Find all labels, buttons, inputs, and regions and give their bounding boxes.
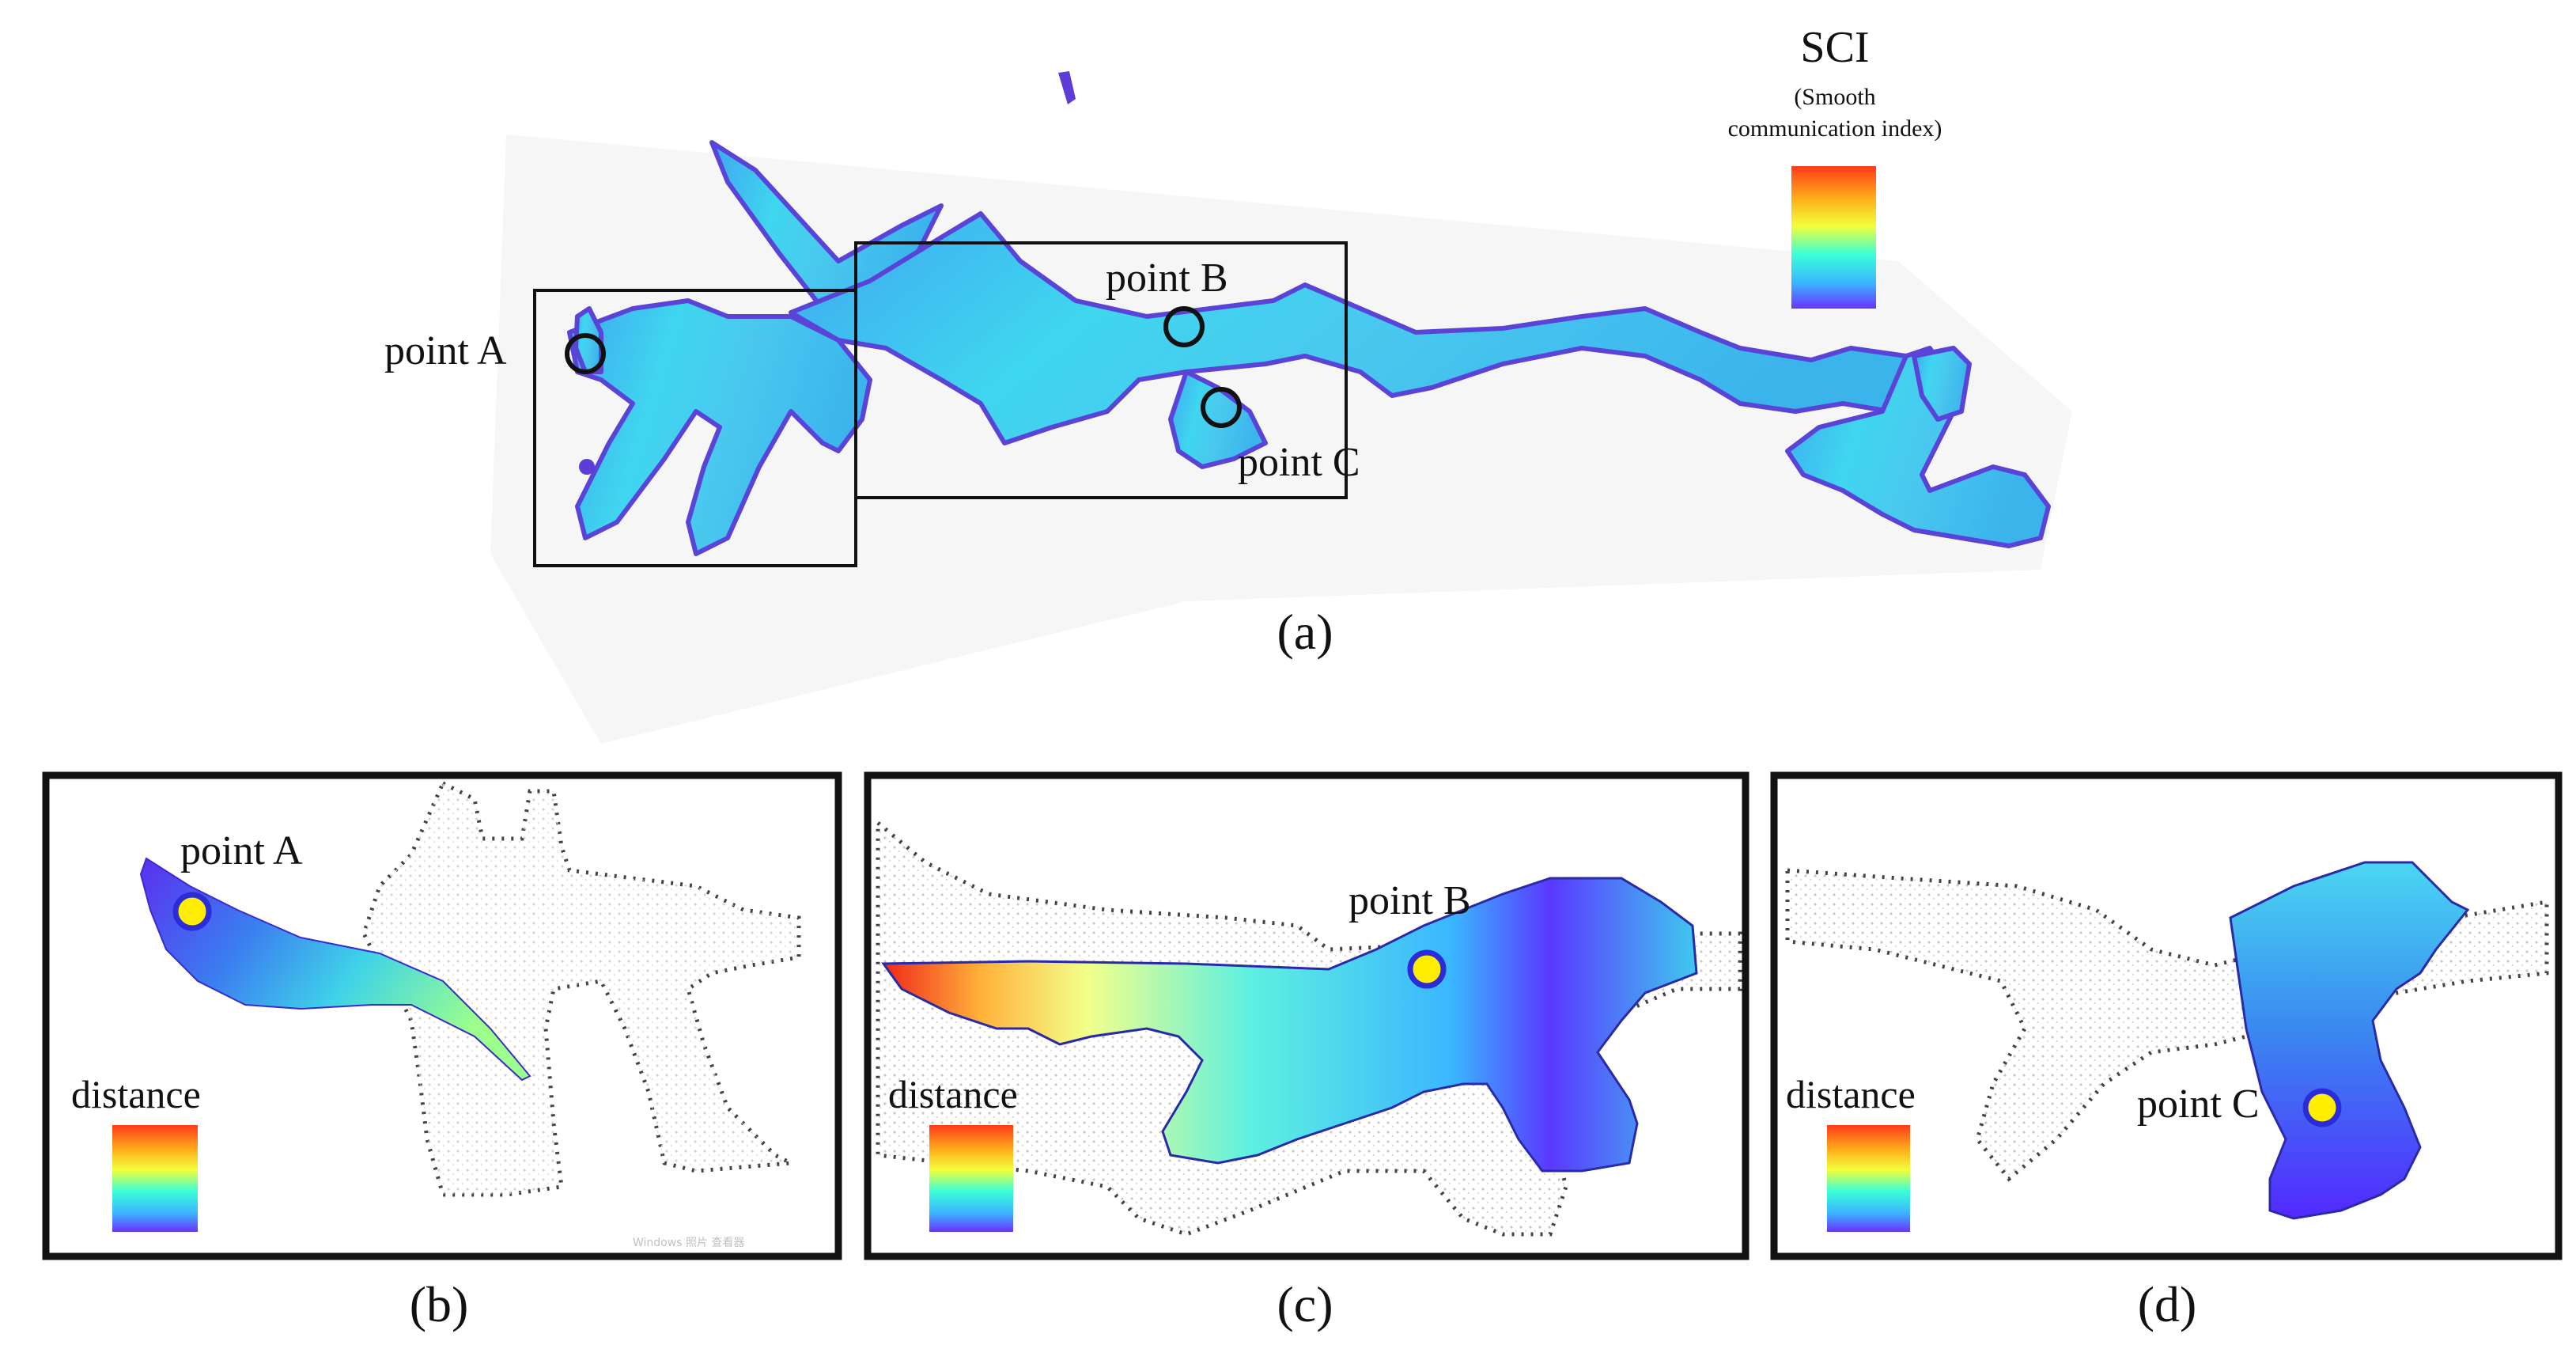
point-b-label: point B bbox=[1106, 256, 1228, 301]
sci-legend: SCI (Smooth communication index) bbox=[1728, 23, 1942, 309]
panel-b: point A distance Windows 照片 查看器 (b) bbox=[42, 771, 842, 1332]
legend-label-b: distance bbox=[71, 1072, 201, 1116]
caption-b: (b) bbox=[410, 1276, 469, 1332]
point-b-dot bbox=[1407, 949, 1447, 989]
sci-colorbar bbox=[1791, 166, 1876, 309]
point-a-label-b: point A bbox=[180, 828, 303, 873]
box-region-bc bbox=[854, 241, 1348, 499]
point-b-label-c: point B bbox=[1349, 878, 1471, 923]
cave-fragment bbox=[1058, 71, 1076, 104]
surface-d bbox=[2229, 861, 2470, 1220]
colorbar-c bbox=[929, 1125, 1013, 1232]
surface-c bbox=[881, 877, 1698, 1173]
caption-c: (c) bbox=[1277, 1276, 1333, 1332]
point-c-label: point C bbox=[1238, 440, 1360, 485]
cave-model bbox=[567, 71, 2051, 556]
point-a-marker bbox=[565, 333, 606, 374]
point-a-dot bbox=[172, 892, 212, 931]
watermark-b: Windows 照片 查看器 bbox=[633, 1237, 744, 1249]
caption-a: (a) bbox=[1277, 604, 1333, 660]
point-c-dot bbox=[2302, 1088, 2342, 1127]
point-c-marker bbox=[1201, 387, 1242, 428]
legend-label-d: distance bbox=[1786, 1072, 1916, 1116]
legend-title: SCI bbox=[1800, 23, 1869, 72]
panel-d: point C distance (d) bbox=[1770, 771, 2563, 1332]
point-c-label-d: point C bbox=[2137, 1082, 2260, 1127]
legend-subtitle-2: communication index) bbox=[1728, 116, 1942, 142]
panel-c: point B distance (c) bbox=[864, 771, 1749, 1332]
legend-label-c: distance bbox=[888, 1072, 1018, 1116]
point-a-label: point A bbox=[384, 328, 507, 373]
point-b-marker bbox=[1163, 306, 1205, 347]
caption-d: (d) bbox=[2138, 1276, 2197, 1332]
colorbar-b bbox=[112, 1125, 198, 1232]
legend-subtitle-1: (Smooth bbox=[1794, 84, 1875, 110]
panel-a: point A point B point C SCI (Smooth comm… bbox=[384, 23, 2072, 744]
colorbar-d bbox=[1827, 1125, 1910, 1232]
surface-b bbox=[139, 857, 531, 1082]
